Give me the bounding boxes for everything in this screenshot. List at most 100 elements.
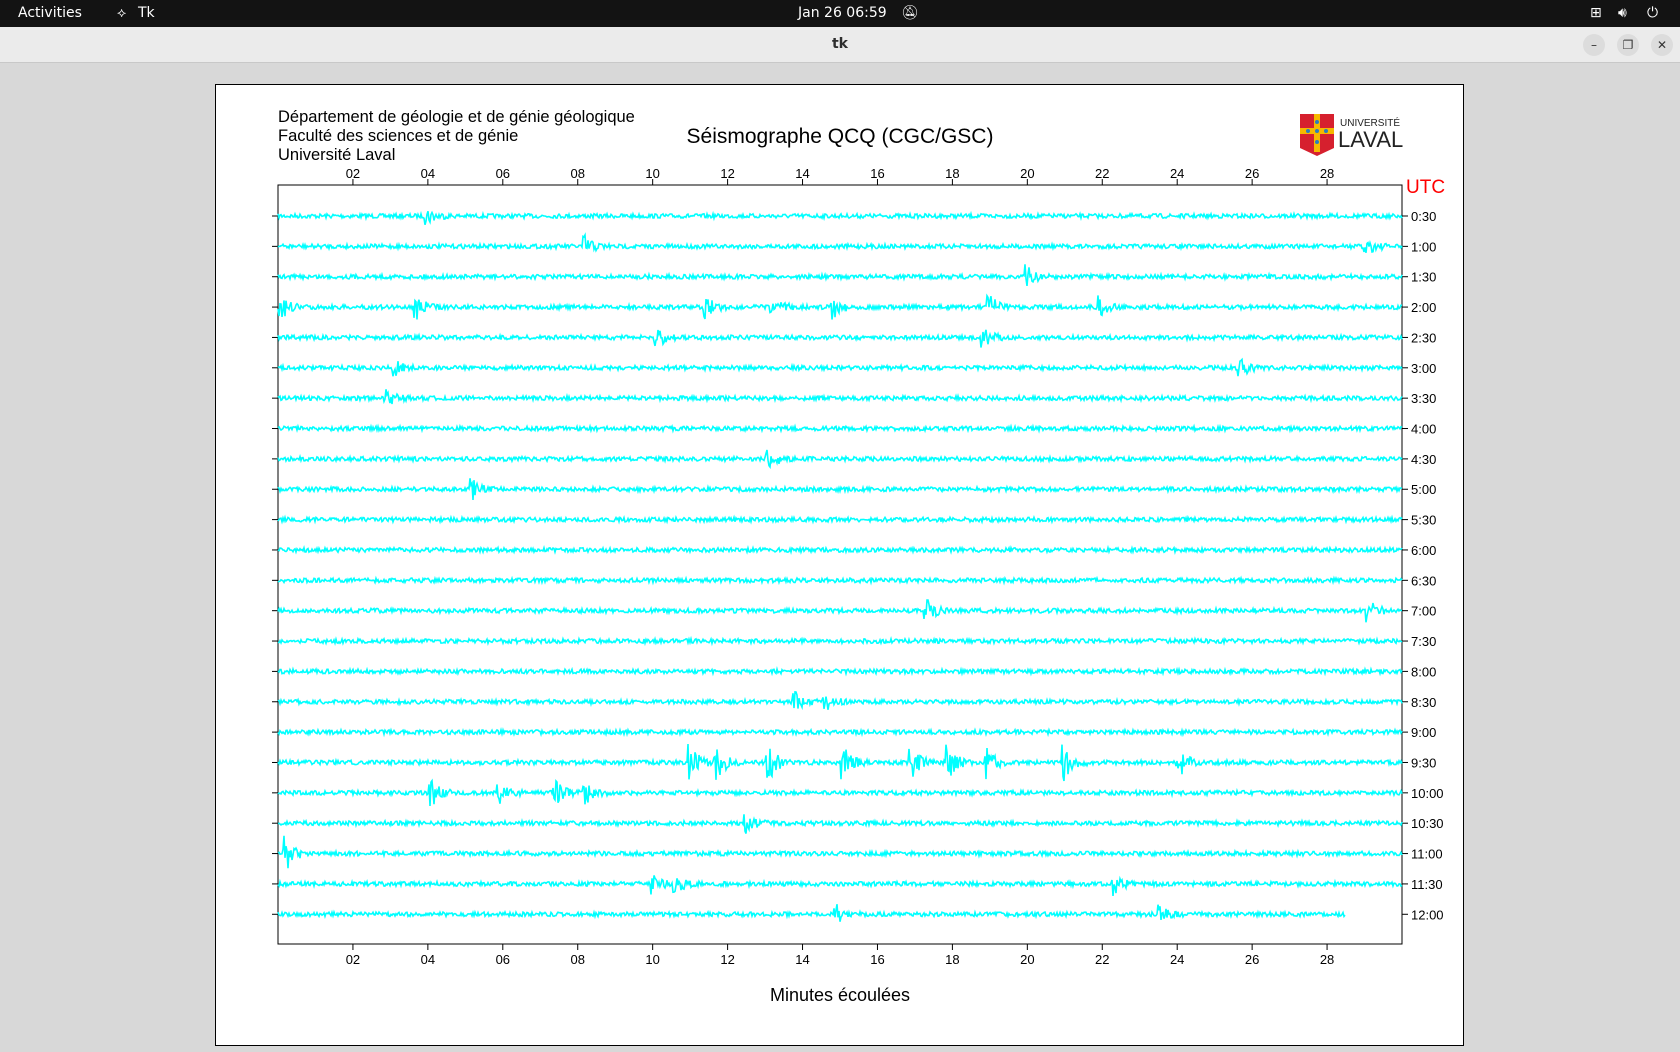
x-tick-label-bottom: 02 — [346, 952, 360, 967]
network-icon[interactable]: ⊞ — [1590, 5, 1602, 21]
x-tick-label-bottom: 06 — [496, 952, 510, 967]
trace-6:30 — [277, 575, 1403, 586]
row-label: 1:00 — [1411, 239, 1436, 254]
x-tick-label-top: 04 — [421, 166, 435, 181]
row-label: 5:30 — [1411, 513, 1436, 528]
restore-button[interactable]: ❐ — [1617, 34, 1639, 56]
window-titlebar: tk – ❐ ✕ — [0, 27, 1680, 63]
row-label: 10:00 — [1411, 786, 1444, 801]
x-tick-label-bottom: 16 — [870, 952, 884, 967]
row-label: 8:00 — [1411, 664, 1436, 679]
x-tick-label-top: 02 — [346, 166, 360, 181]
trace-3:30 — [277, 389, 1403, 405]
x-tick-label-bottom: 04 — [421, 952, 435, 967]
top-bar: Activities ⟡ Tk Jan 26 06:59 🔕︎ ⊞ 🔊︎ ⏻ — [0, 0, 1680, 27]
trace-4:30 — [277, 449, 1403, 470]
x-tick-label-bottom: 22 — [1095, 952, 1109, 967]
x-tick-label-top: 20 — [1020, 166, 1034, 181]
power-icon[interactable]: ⏻ — [1647, 5, 1659, 21]
trace-1:00 — [277, 232, 1403, 254]
x-tick-label-bottom: 12 — [720, 952, 734, 967]
header-line2: Faculté des sciences et de génie — [278, 127, 518, 145]
trace-6:00 — [277, 544, 1403, 556]
trace-11:30 — [277, 875, 1403, 896]
x-tick-label-bottom: 14 — [795, 952, 809, 967]
row-label: 8:30 — [1411, 695, 1436, 710]
chart-title: Séismographe QCQ (CGC/GSC) — [687, 125, 994, 148]
x-axis-label: Minutes écoulées — [770, 985, 910, 1005]
seismograph-chart: Département de géologie et de génie géol… — [272, 108, 1445, 1005]
row-label: 9:30 — [1411, 755, 1436, 770]
trace-3:00 — [277, 357, 1403, 377]
row-label: 3:00 — [1411, 361, 1436, 376]
trace-4:00 — [277, 423, 1403, 434]
logo-text-universite: UNIVERSITÉ — [1340, 116, 1400, 129]
x-tick-label-top: 08 — [570, 166, 584, 181]
trace-8:00 — [277, 666, 1403, 677]
x-tick-label-top: 06 — [496, 166, 510, 181]
trace-5:30 — [277, 514, 1403, 525]
x-tick-label-top: 12 — [720, 166, 734, 181]
clock[interactable]: Jan 26 06:59 — [798, 5, 887, 21]
row-label: 0:30 — [1411, 209, 1436, 224]
row-label: 7:30 — [1411, 634, 1436, 649]
header-line1: Département de géologie et de génie géol… — [278, 108, 635, 126]
trace-7:00 — [277, 599, 1403, 623]
header-line3: Université Laval — [278, 146, 395, 164]
row-label: 11:30 — [1411, 877, 1443, 892]
bell-muted-icon: 🔕︎ — [901, 5, 919, 21]
universite-laval-logo: UNIVERSITÉ LAVAL — [1300, 114, 1403, 156]
row-label: 11:00 — [1411, 847, 1443, 862]
row-label: 4:00 — [1411, 422, 1436, 437]
x-tick-label-bottom: 26 — [1245, 952, 1259, 967]
close-button[interactable]: ✕ — [1651, 34, 1673, 56]
x-tick-label-top: 14 — [795, 166, 809, 181]
trace-1:30 — [277, 264, 1403, 287]
trace-5:00 — [277, 478, 1403, 501]
trace-9:30 — [277, 743, 1403, 782]
trace-12:00 — [277, 904, 1346, 922]
row-label: 7:00 — [1411, 604, 1436, 619]
trace-9:00 — [277, 727, 1403, 738]
row-label: 6:00 — [1411, 543, 1436, 558]
trace-11:00 — [277, 835, 1403, 869]
trace-7:30 — [277, 635, 1403, 647]
row-label: 2:30 — [1411, 330, 1436, 345]
trace-10:00 — [277, 778, 1403, 807]
x-tick-label-bottom: 18 — [945, 952, 959, 967]
utc-label: UTC — [1406, 177, 1445, 198]
row-label: 6:30 — [1411, 573, 1436, 588]
trace-8:30 — [277, 691, 1403, 711]
minimize-button[interactable]: – — [1583, 34, 1605, 56]
x-tick-label-top: 24 — [1170, 166, 1184, 181]
x-tick-label-top: 16 — [870, 166, 884, 181]
x-tick-label-bottom: 08 — [570, 952, 584, 967]
logo-text-laval: LAVAL — [1338, 127, 1403, 152]
row-label: 12:00 — [1411, 907, 1444, 922]
x-tick-label-top: 22 — [1095, 166, 1109, 181]
seismograph-canvas: Département de géologie et de génie géol… — [215, 84, 1464, 1046]
x-tick-label-top: 26 — [1245, 166, 1259, 181]
app-menu[interactable]: Tk — [138, 5, 155, 21]
x-tick-label-top: 10 — [645, 166, 659, 181]
row-label: 9:00 — [1411, 725, 1436, 740]
trace-2:30 — [277, 329, 1403, 348]
row-label: 2:00 — [1411, 300, 1436, 315]
trace-2:00 — [277, 293, 1403, 320]
x-tick-label-bottom: 24 — [1170, 952, 1184, 967]
row-label: 10:30 — [1411, 816, 1444, 831]
plot-frame — [277, 184, 1403, 945]
row-label: 5:00 — [1411, 482, 1436, 497]
trace-10:30 — [277, 814, 1403, 834]
tk-app-icon[interactable]: ⟡ — [117, 5, 127, 21]
trace-0:30 — [277, 210, 1403, 226]
window-title: tk — [831, 36, 848, 52]
x-tick-label-top: 18 — [945, 166, 959, 181]
row-label: 1:30 — [1411, 270, 1436, 285]
x-tick-label-top: 28 — [1320, 166, 1334, 181]
activities-button[interactable]: Activities — [18, 5, 82, 21]
x-tick-label-bottom: 10 — [645, 952, 659, 967]
volume-icon[interactable]: 🔊︎ — [1618, 5, 1627, 21]
x-tick-label-bottom: 28 — [1320, 952, 1334, 967]
row-label: 3:30 — [1411, 391, 1436, 406]
